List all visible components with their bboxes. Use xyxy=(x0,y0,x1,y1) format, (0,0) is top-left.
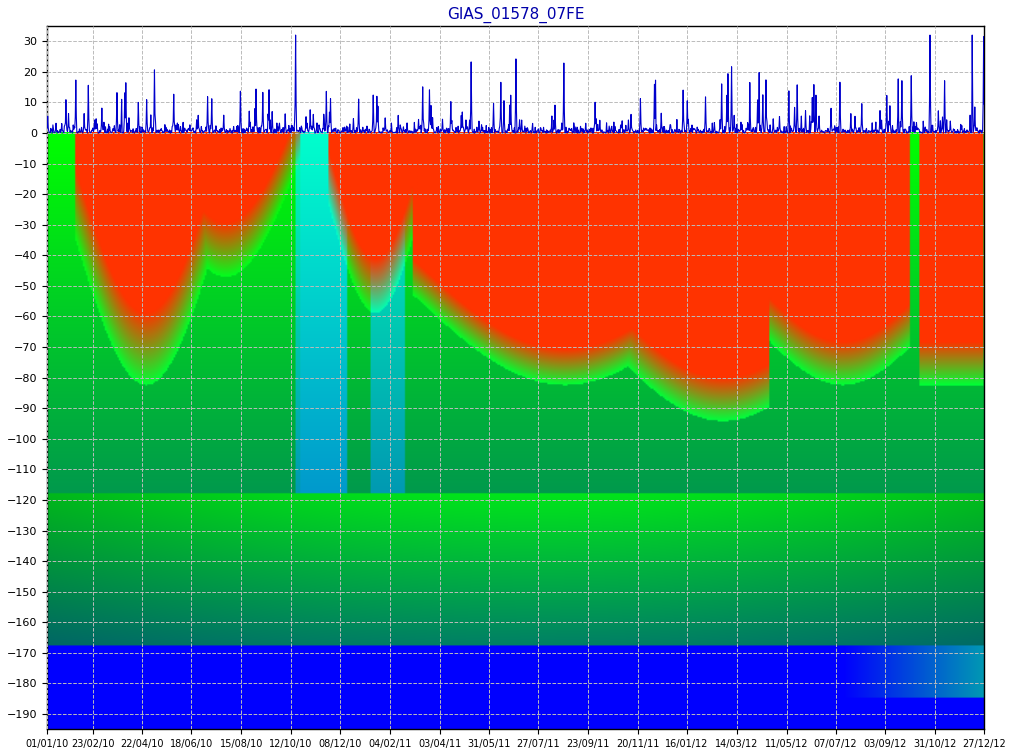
Title: GIAS_01578_07FE: GIAS_01578_07FE xyxy=(447,7,585,23)
